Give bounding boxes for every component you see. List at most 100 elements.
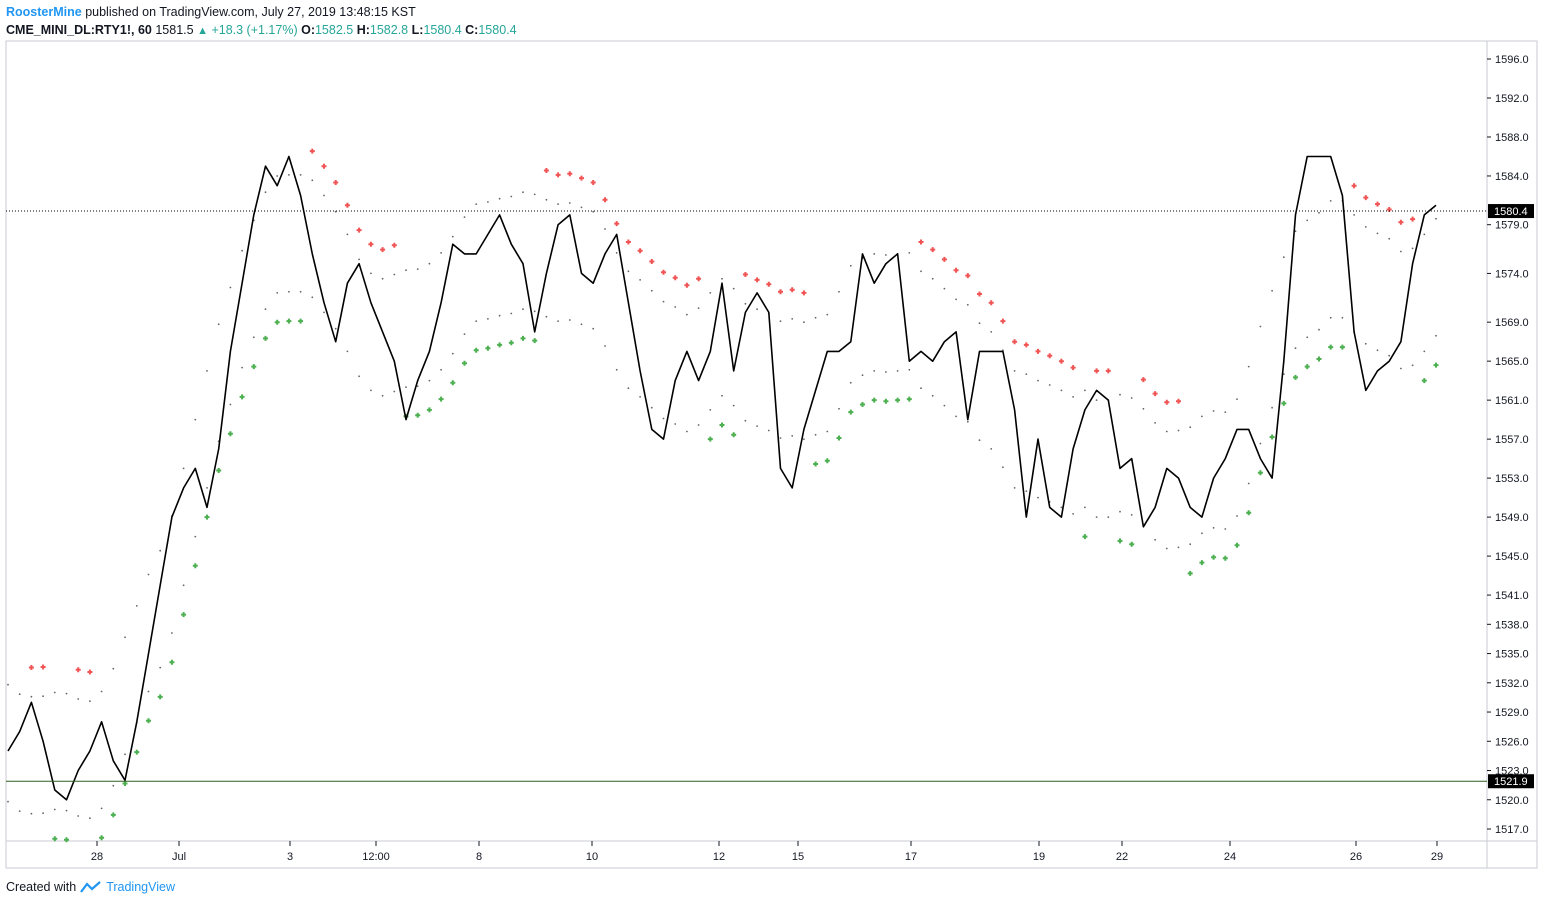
band-dot (639, 279, 641, 281)
band-dot (791, 318, 794, 320)
band-dot (53, 808, 56, 811)
x-tick-label: 17 (905, 851, 917, 863)
sar-marker (1105, 368, 1111, 374)
band-dot (147, 690, 150, 693)
reference-lines-layer: 1580.4 1521.9 (6, 204, 1534, 789)
band-dot (533, 193, 536, 196)
sar-marker (543, 168, 549, 173)
band-dot (732, 287, 735, 290)
sar-marker (1246, 510, 1252, 516)
sar-marker (1293, 374, 1298, 380)
sar-marker (1234, 542, 1240, 548)
author-link[interactable]: RoosterMine (6, 5, 82, 19)
band-dot (405, 269, 407, 272)
band-dot (53, 691, 56, 694)
band-dot (229, 286, 232, 289)
band-dot (229, 403, 232, 406)
band-dot (89, 700, 91, 703)
sar-marker (1176, 398, 1181, 404)
band-dot (592, 210, 595, 213)
sar-marker (426, 407, 432, 413)
band-dot (978, 322, 981, 325)
symbol-name[interactable]: CME_MINI_DL:RTY1!, 60 (6, 23, 152, 37)
sar-marker (298, 318, 304, 324)
sar-marker (1339, 344, 1345, 350)
band-dot (697, 424, 700, 426)
sar-marker (1035, 348, 1041, 354)
band-dot (323, 311, 325, 314)
sar-marker (1257, 470, 1263, 476)
sar-marker (1433, 362, 1439, 368)
band-dot (744, 419, 747, 422)
sar-marker (1187, 570, 1193, 576)
band-dot (510, 312, 513, 315)
sar-marker (906, 396, 912, 402)
band-dot (1400, 367, 1402, 370)
sar-marker (731, 432, 737, 438)
band-dot (217, 323, 220, 326)
sar-marker (391, 242, 397, 248)
sar-marker (1164, 399, 1170, 405)
symbol-legend: CME_MINI_DL:RTY1!, 60 1581.5 ▲ +18.3 (+1… (6, 22, 517, 39)
y-tick-label: 1574.0 (1495, 268, 1529, 280)
sar-marker (356, 227, 362, 233)
sar-marker (1140, 377, 1146, 383)
sar-marker (333, 180, 339, 185)
band-dot (1423, 233, 1426, 236)
sar-marker (216, 468, 222, 473)
sar-marker (614, 221, 620, 227)
sar-marker (871, 397, 877, 403)
price-axis[interactable]: 1596.0 1592.0 1588.0 1584.0 1579.0 1574.0 1569… (1487, 54, 1529, 836)
x-tick-label: 12:00 (362, 851, 390, 863)
support-tag-label: 1521.9 (1494, 776, 1528, 788)
sar-marker (1129, 541, 1135, 547)
time-axis[interactable]: 28 Jul 3 12:00 8 10 12 15 17 19 22 24 26 29 (91, 841, 1443, 863)
sar-marker (941, 256, 947, 262)
band-dot (1013, 487, 1016, 489)
y-tick-label: 1517.0 (1495, 824, 1529, 836)
band-dot (370, 389, 372, 392)
band-dot (1318, 328, 1320, 331)
band-dot (1119, 393, 1121, 396)
band-dot (77, 815, 80, 817)
band-dot (112, 667, 115, 670)
band-dot (1306, 219, 1309, 222)
sar-marker (157, 694, 163, 700)
plot-area[interactable] (5, 40, 1488, 842)
x-tick-label: 24 (1224, 851, 1236, 863)
sar-marker (263, 335, 268, 341)
band-dot (522, 308, 524, 311)
band-dot (955, 415, 957, 418)
support-tag (1488, 774, 1534, 789)
band-dot (1048, 384, 1051, 386)
sar-marker (672, 275, 678, 281)
band-dot (159, 549, 162, 552)
band-dot (1411, 247, 1414, 250)
sar-marker (274, 319, 280, 325)
band-dot (1189, 543, 1192, 546)
last-price: 1581.5 (155, 23, 194, 37)
band-dot (1072, 513, 1074, 515)
band-dot (252, 336, 255, 339)
band-dot (428, 262, 431, 265)
band-dot (393, 273, 396, 276)
band-dot (1388, 237, 1391, 240)
sar-marker (977, 291, 982, 297)
band-dot (1165, 547, 1168, 550)
band-dot (381, 277, 384, 280)
y-tick-label: 1541.0 (1495, 590, 1529, 602)
band-dot (1084, 389, 1086, 392)
sar-marker (579, 175, 584, 181)
band-dot (662, 300, 665, 303)
band-dot (545, 198, 548, 201)
band-dot (1154, 422, 1156, 424)
band-dot (533, 310, 536, 313)
sar-marker (75, 667, 81, 673)
sar-marker (836, 435, 842, 441)
band-dot (1060, 506, 1063, 509)
tradingview-link[interactable]: TradingView (106, 880, 175, 894)
y-tick-label: 1526.0 (1495, 736, 1529, 748)
band-dot (440, 368, 442, 371)
band-dot (627, 387, 630, 390)
